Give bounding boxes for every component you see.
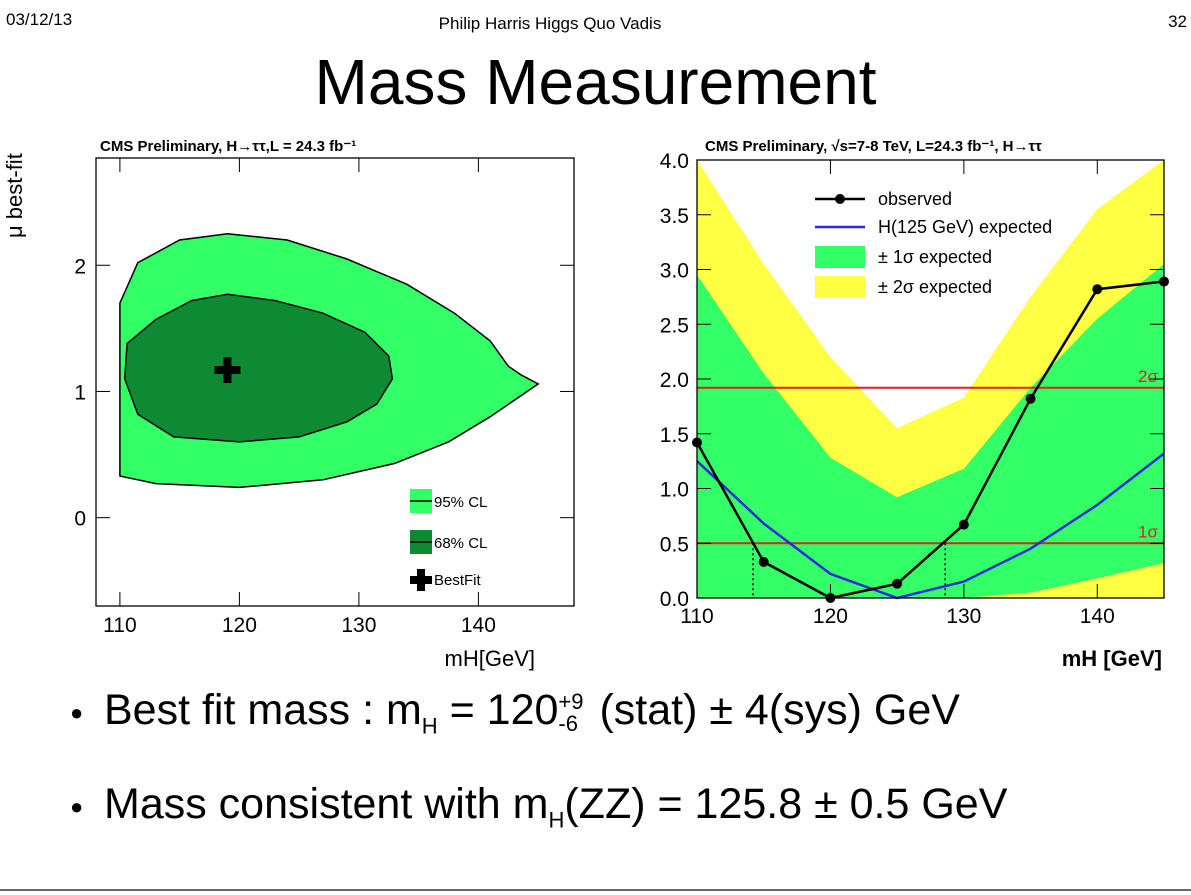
slide-date: 03/12/13 [6,10,73,29]
observed-series-line [695,280,1165,600]
significance-vs-mass-chart: CMS Preliminary, √s=7-8 TeV, L=24.3 fb⁻¹… [660,138,1169,671]
y-tick-label: 3.5 [660,205,689,228]
y-tick-label: 1.0 [660,479,689,502]
observed-point [958,519,969,530]
bullet1-sub: H [421,713,438,739]
bullet-dot: ● [70,699,84,725]
expected-series-line [696,452,1165,600]
bullet2-text-pre: Mass consistent with m [104,780,549,828]
observed-point [892,578,903,589]
legend-label: 68% CL [434,535,487,552]
bullet1-text-pre: Best fit mass : m [104,686,422,734]
legend-label: 95% CL [434,494,487,511]
slide-header-title: Philip Harris Higgs Quo Vadis [438,14,662,33]
chart1-title: CMS Preliminary, H→ττ,L = 24.3 fb⁻¹ [100,138,356,155]
bullet-best-fit-mass: ● Best fit mass : mH = 120 +9 -6 (stat) ± 4… [70,686,960,740]
legend-swatch [815,246,865,268]
y-tick-label: 0.0 [660,588,689,611]
page-number: 32 [1168,12,1187,31]
bullet2-text-post: (ZZ) = 125.8 ± 0.5 GeV [564,780,1008,828]
observed-point [1092,284,1103,295]
x-tick-label: 140 [1080,605,1115,628]
bullet1-sup-plus: +9 [558,688,584,714]
y-tick-label: 1.5 [660,424,689,447]
legend-label: ± 1σ expected [878,247,992,267]
x-tick-label: 110 [680,605,713,628]
y-tick-label: 2.5 [660,314,689,337]
slide-title: Mass Measurement [314,46,877,118]
legend-swatch-marker [835,194,845,204]
chart1-frame [95,157,575,607]
observed-point [758,556,769,567]
x-tick-label: 110 [103,614,136,637]
legend-label: H(125 GeV) expected [878,217,1052,237]
y-tick-label: 1 [74,381,86,404]
legend-label: BestFit [434,572,482,589]
bullet1-uncertainty-stack: +9 -6 [558,688,584,736]
footer-divider [0,889,1191,891]
bullet1-eq: = 120 [437,686,559,734]
chart2-x-axis-label: mH [GeV] [1062,646,1162,671]
y-tick-label: 2 [74,255,86,278]
bullet1-text-post: (stat) ± 4(sys) GeV [587,686,960,734]
legend-swatch [815,276,865,298]
bullet1-sub-minus: -6 [558,710,578,736]
y-tick-label: 3.0 [660,260,689,283]
legend-label: observed [878,189,952,209]
y-tick-label: 0.5 [660,533,689,556]
y-tick-label: 2.0 [660,369,689,392]
chart1-y-axis-label: μ best-fit [2,153,27,238]
x-tick-label: 120 [813,605,848,628]
sigma-threshold-label: 1σ [1138,522,1158,541]
y-tick-label: 0 [74,508,86,531]
sigma-threshold-label: 2σ [1138,367,1158,386]
y-tick-label: 4.0 [660,150,689,173]
contour-68-region [123,293,394,443]
bullet2-sub: H [548,807,565,833]
legend-label: ± 2σ expected [878,277,992,297]
x-tick-label: 130 [946,605,981,628]
best-fit-marker [223,357,232,384]
band-1sigma [697,264,1164,598]
x-tick-label: 120 [222,614,257,637]
x-tick-label: 130 [341,614,376,637]
observed-point [1025,393,1036,404]
bullet-dot: ● [70,793,84,819]
mass-mu-contour-chart: CMS Preliminary, H→ττ,L = 24.3 fb⁻¹ 110 1… [2,138,575,671]
legend-swatch [417,569,425,591]
chart2-title: CMS Preliminary, √s=7-8 TeV, L=24.3 fb⁻¹… [705,138,1042,155]
x-tick-label: 140 [461,614,496,637]
chart1-x-axis-label: mH[GeV] [445,646,535,671]
bullet-mass-consistency: ● Mass consistent with mH(ZZ) = 125.8 ± 0… [70,780,1007,834]
